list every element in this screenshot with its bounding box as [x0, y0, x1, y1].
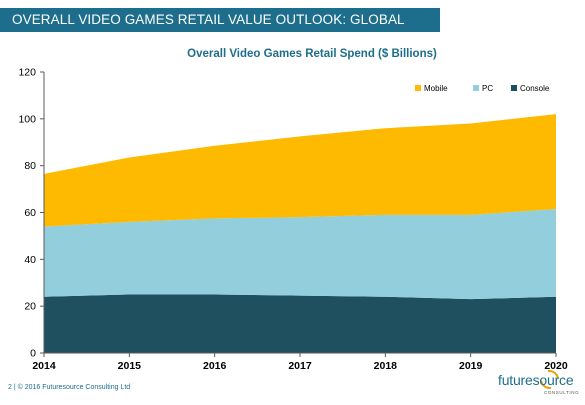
- area-mobile: [44, 114, 556, 227]
- series-areas: [44, 114, 556, 353]
- x-tick-label: 2020: [544, 360, 568, 372]
- legend: Mobile PC Console: [415, 84, 550, 93]
- x-tick-label: 2016: [203, 360, 227, 372]
- x-tick-label: 2018: [374, 360, 398, 372]
- y-tick-label: 20: [24, 301, 36, 313]
- y-tick-label: 40: [24, 254, 36, 266]
- header-bar: OVERALL VIDEO GAMES RETAIL VALUE OUTLOOK…: [0, 8, 440, 32]
- futuresource-logo: futuresource CONSULTING: [498, 366, 580, 402]
- y-tick-label: 120: [18, 67, 36, 79]
- legend-label-console: Console: [520, 84, 550, 93]
- logo-word: futuresource: [498, 372, 574, 388]
- chart-title: Overall Video Games Retail Spend ($ Bill…: [187, 48, 437, 60]
- x-tick-label: 2019: [459, 360, 483, 372]
- legend-swatch-console: [511, 85, 517, 91]
- area-console: [44, 294, 556, 353]
- legend-swatch-pc: [473, 85, 479, 91]
- x-tick-label: 2014: [32, 360, 56, 372]
- x-tick-label: 2017: [288, 360, 312, 372]
- page-title: OVERALL VIDEO GAMES RETAIL VALUE OUTLOOK…: [12, 12, 405, 27]
- area-pc: [44, 208, 556, 300]
- y-tick-label: 60: [24, 207, 36, 219]
- axes: 0 20 40 60 80 100 120 2014 2015 2016 2017 2018 2019 2…: [18, 67, 567, 373]
- logo-sub: CONSULTING: [544, 390, 580, 395]
- y-tick-label: 100: [18, 113, 36, 125]
- footer-copyright: 2 | © 2016 Futuresource Consulting Ltd: [8, 384, 131, 391]
- x-tick-label: 2015: [118, 360, 142, 372]
- y-tick-label: 0: [30, 348, 36, 360]
- y-tick-label: 80: [24, 160, 36, 172]
- legend-label-mobile: Mobile: [424, 84, 448, 93]
- legend-label-pc: PC: [482, 84, 493, 93]
- legend-swatch-mobile: [415, 85, 421, 91]
